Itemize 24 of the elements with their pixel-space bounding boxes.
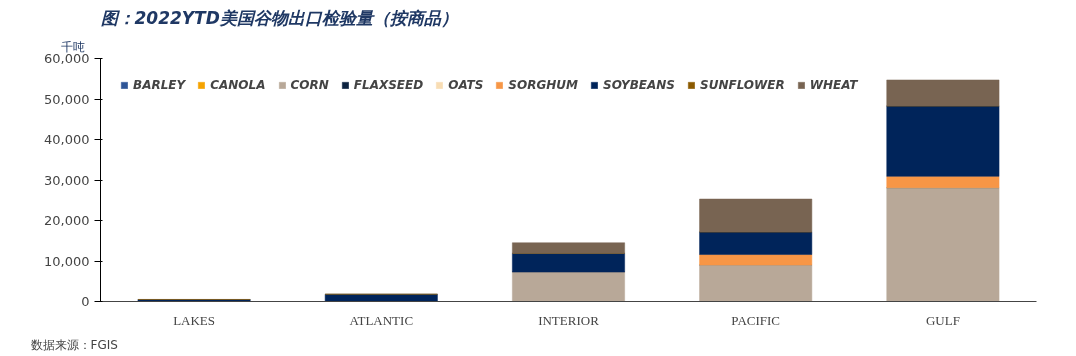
y-tick-label: 50,000 — [44, 91, 90, 107]
x-tick-label: LAKES — [173, 312, 216, 328]
legend-label: SORGHUM — [508, 78, 579, 92]
x-tick-label: PACIFIC — [731, 312, 781, 328]
chart-title: 图：2022YTD美国谷物出口检验量（按商品） — [100, 7, 458, 28]
x-tick-label: INTERIOR — [538, 312, 600, 328]
y-tick-label: 40,000 — [44, 132, 90, 147]
y-tick-label: 30,000 — [44, 172, 90, 188]
legend-label: FLAXSEED — [353, 78, 424, 92]
x-tick-label: GULF — [925, 312, 960, 328]
y-axis-title: 千吨 — [60, 39, 85, 54]
y-tick-label: 60,000 — [44, 51, 90, 66]
legend-label: CANOLA — [210, 78, 266, 92]
y-tick-label: 10,000 — [44, 253, 90, 269]
legend-label: SUNFLOWER — [700, 78, 785, 92]
y-tick-label: 0 — [81, 294, 90, 309]
x-tick-label: ATLANTIC — [349, 312, 414, 328]
legend-label: OATS — [448, 78, 484, 92]
y-tick-label: 20,000 — [44, 213, 90, 228]
legend-label: WHEAT — [809, 78, 858, 92]
legend-label: CORN — [290, 78, 329, 92]
legend-label: BARLEY — [133, 78, 186, 92]
source-note: 数据来源：FGIS — [30, 337, 118, 352]
legend-label: SOYBEANS — [603, 78, 676, 92]
